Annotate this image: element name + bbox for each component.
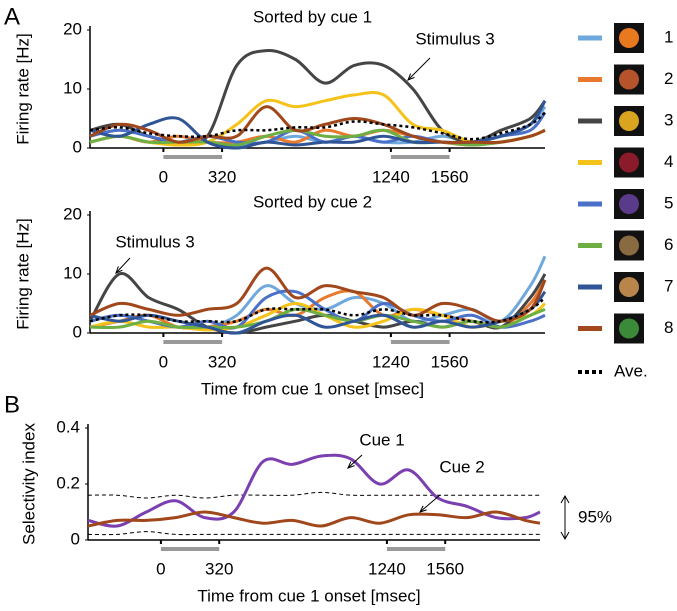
panel-label: B: [4, 391, 20, 418]
y-tick-label: 0: [71, 529, 80, 548]
chart-title: Sorted by cue 2: [253, 192, 372, 211]
y-axis-label: Selectivity index: [19, 423, 38, 545]
annotation: Cue 2: [439, 457, 484, 476]
x-tick-label: 320: [208, 167, 236, 186]
legend-label: 5: [664, 193, 673, 212]
y-tick-label: 0.4: [56, 417, 80, 436]
annotation-arrow-head: [115, 266, 123, 274]
legend-label: 7: [664, 276, 673, 295]
x-tick-label: 1240: [372, 167, 410, 186]
x-tick-label: 1560: [426, 559, 464, 578]
series-line: [89, 296, 546, 324]
band-upper: [87, 491, 540, 499]
y-tick-label: 20: [63, 204, 82, 223]
x-tick-label: 1560: [431, 352, 469, 371]
x-tick-label: 0: [159, 352, 168, 371]
legend-label: Ave.: [614, 361, 648, 380]
x-tick-label: 1240: [368, 559, 406, 578]
annotation-arrow-head: [419, 505, 427, 513]
legend-label: 2: [664, 69, 673, 88]
annotation-arrow: [347, 454, 363, 469]
legend-icon-object: [619, 277, 639, 297]
annotation: Stimulus 3: [115, 232, 194, 251]
legend-icon-object: [619, 111, 639, 131]
series-line: [89, 266, 547, 323]
series-line: [89, 111, 546, 141]
legend-icon-object: [619, 318, 639, 339]
band-arrow-head: [560, 494, 570, 541]
annotation: Stimulus 3: [415, 29, 494, 48]
legend-icon-object: [619, 194, 639, 214]
series-line: [89, 128, 546, 147]
annotation-arrow: [407, 57, 431, 81]
series-line: [87, 510, 541, 528]
legend-label: 8: [664, 318, 673, 337]
band-lower: [87, 531, 540, 536]
y-tick-label: 20: [63, 19, 82, 38]
legend-label: 4: [664, 152, 673, 171]
x-tick-label: 320: [205, 559, 233, 578]
y-axis-label: Firing rate [Hz]: [13, 218, 32, 329]
legend-label: 1: [664, 27, 673, 46]
annotation-arrow: [419, 494, 441, 513]
x-tick-label: 0: [159, 167, 168, 186]
series-line: [89, 105, 546, 145]
y-tick-label: 0: [73, 322, 82, 341]
annotation-arrow-head: [347, 461, 355, 469]
annotation-arrow: [115, 257, 131, 274]
legend-label: 3: [664, 110, 673, 129]
x-axis-label: Time from cue 1 onset [msec]: [201, 379, 424, 398]
legend-icon-object: [619, 69, 639, 90]
x-tick-label: 320: [208, 352, 236, 371]
legend-icon-object: [619, 152, 639, 173]
y-tick-label: 0: [73, 137, 82, 156]
series-line: [87, 453, 541, 528]
band-label: 95%: [578, 507, 612, 526]
y-axis-label: Firing rate [Hz]: [13, 33, 32, 144]
x-tick-label: 0: [156, 559, 165, 578]
y-tick-label: 10: [63, 78, 82, 97]
x-axis-label: Time from cue 1 onset [msec]: [197, 586, 420, 605]
y-tick-label: 0.2: [56, 473, 80, 492]
legend-icon-object: [619, 235, 639, 256]
legend-icon-object: [619, 28, 639, 48]
chart-title: Sorted by cue 1: [253, 7, 372, 26]
annotation: Cue 1: [359, 430, 404, 449]
panel-label: A: [4, 3, 20, 30]
annotation-arrow-head: [407, 73, 415, 81]
x-tick-label: 1560: [431, 167, 469, 186]
legend-label: 6: [664, 235, 673, 254]
x-tick-label: 1240: [372, 352, 410, 371]
y-tick-label: 10: [63, 263, 82, 282]
series-line: [89, 49, 547, 146]
